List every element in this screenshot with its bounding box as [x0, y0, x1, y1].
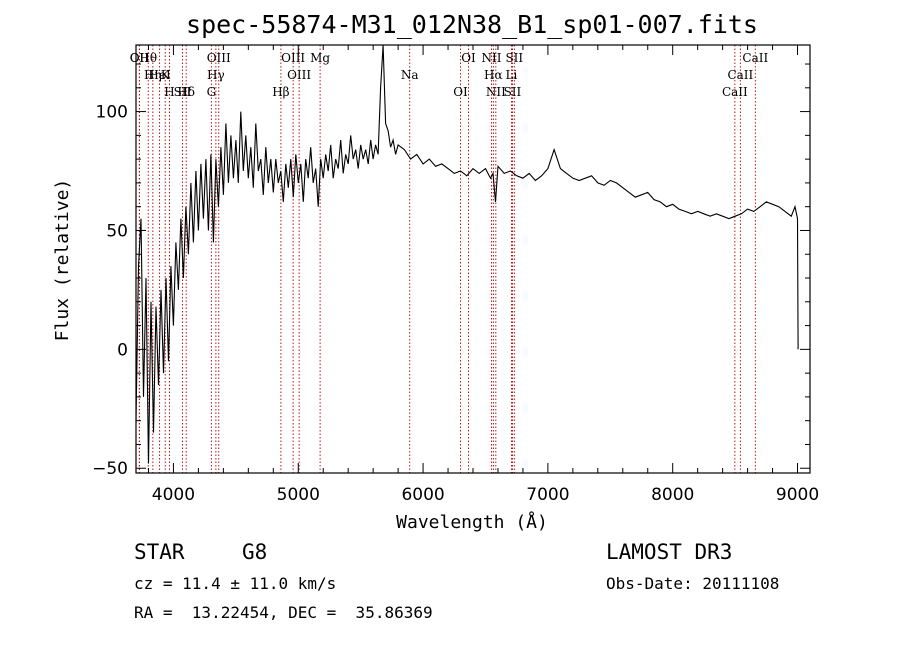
y-axis-label: Flux (relative): [52, 179, 73, 342]
line-marker-labels: HθKHδOIIHeISIIOIIHηHOIIIHγGOIIIOIIIHβMgN…: [130, 51, 769, 99]
line-marker-label: OIII: [287, 68, 311, 82]
line-marker-label: OII: [130, 51, 150, 65]
line-marker-label: Hα: [484, 68, 503, 82]
line-markers: [138, 45, 756, 473]
line-marker-label: OI: [453, 85, 468, 99]
line-marker-label: Na: [401, 68, 419, 82]
x-tick-label: 4000: [152, 485, 195, 505]
line-marker-label: H: [164, 85, 174, 99]
x-tick-label: 7000: [526, 485, 569, 505]
observation-date: Obs-Date: 20111108: [606, 574, 780, 593]
x-tick-label: 9000: [776, 485, 819, 505]
line-marker-label: SII: [504, 85, 522, 99]
x-axis-label: Wavelength (Å): [396, 511, 548, 533]
line-marker-label: Hθ: [139, 51, 157, 65]
line-marker-label: Hβ: [272, 85, 289, 99]
line-marker-label: G: [207, 85, 217, 99]
spectrum-line: [135, 44, 799, 464]
y-tick-label: 0: [117, 340, 128, 360]
spectrum-chart: spec-55874-M31_012N38_B1_sp01-007.fits H…: [52, 10, 819, 533]
survey-name: LAMOST DR3: [606, 540, 733, 564]
line-marker-label: CaII: [722, 85, 748, 99]
line-marker-label: Mg: [310, 51, 330, 65]
line-marker-label: K: [161, 68, 171, 82]
line-marker-label: Hγ: [207, 68, 225, 82]
line-marker-label: NII: [481, 51, 501, 65]
x-tick-label: 6000: [401, 485, 444, 505]
line-marker-label: OIII: [281, 51, 305, 65]
y-axis-ticks: −50 0 50 100: [92, 63, 810, 479]
object-class: STAR: [134, 540, 185, 564]
line-marker-label: SII: [174, 85, 192, 99]
x-tick-label: 8000: [651, 485, 694, 505]
line-marker-label: CaII: [742, 51, 768, 65]
object-subclass: G8: [242, 540, 268, 564]
y-tick-label: −50: [92, 459, 128, 479]
plot-frame: [135, 44, 811, 474]
line-marker-label: SII: [505, 51, 523, 65]
line-marker-label: OII: [130, 51, 150, 65]
x-axis-ticks: 4000 5000 6000 7000 8000 9000: [147, 45, 819, 505]
line-marker-label: Li: [506, 68, 518, 82]
redshift-velocity: cz = 11.4 ± 11.0 km/s: [134, 574, 337, 593]
line-marker-label: HeI: [148, 68, 171, 82]
line-marker-label: CaII: [727, 68, 753, 82]
y-tick-label: 100: [96, 103, 128, 123]
line-marker-label: Hδ: [177, 85, 195, 99]
line-marker-label: Hη: [144, 68, 162, 82]
chart-title: spec-55874-M31_012N38_B1_sp01-007.fits: [186, 10, 758, 39]
line-marker-label: NII: [486, 85, 506, 99]
line-marker-label: OI: [461, 51, 476, 65]
ra-dec-coordinates: RA = 13.22454, DEC = 35.86369: [134, 603, 433, 622]
line-marker-label: OIII: [207, 51, 231, 65]
x-tick-label: 5000: [277, 485, 320, 505]
y-tick-label: 50: [106, 221, 128, 241]
